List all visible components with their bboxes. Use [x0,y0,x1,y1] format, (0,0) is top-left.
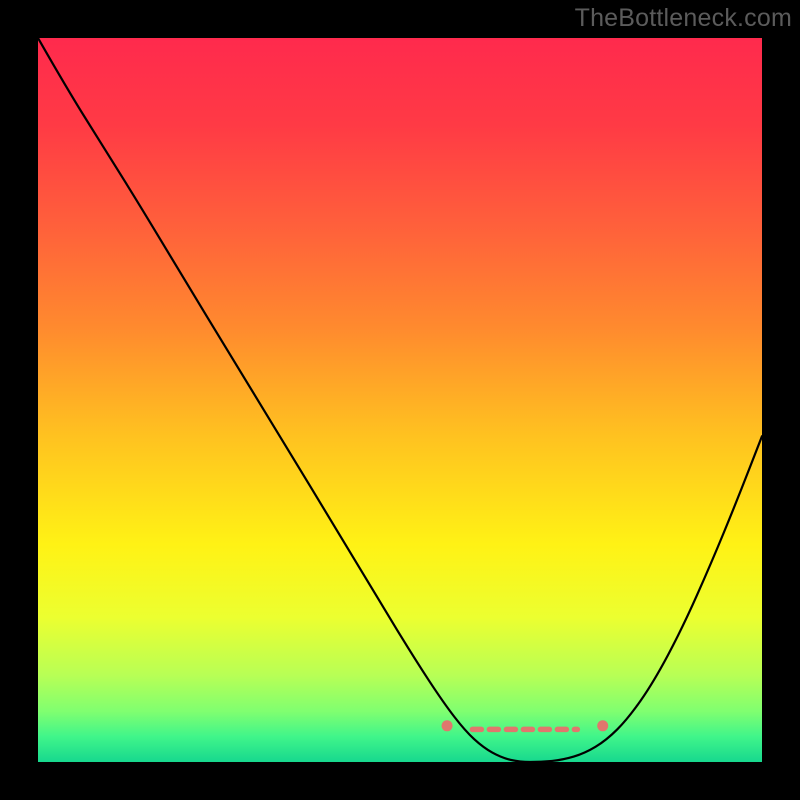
plot-svg [38,38,762,762]
watermark-text: TheBottleneck.com [575,4,792,33]
plot-area [38,38,762,762]
bottleneck-chart: TheBottleneck.com [0,0,800,800]
